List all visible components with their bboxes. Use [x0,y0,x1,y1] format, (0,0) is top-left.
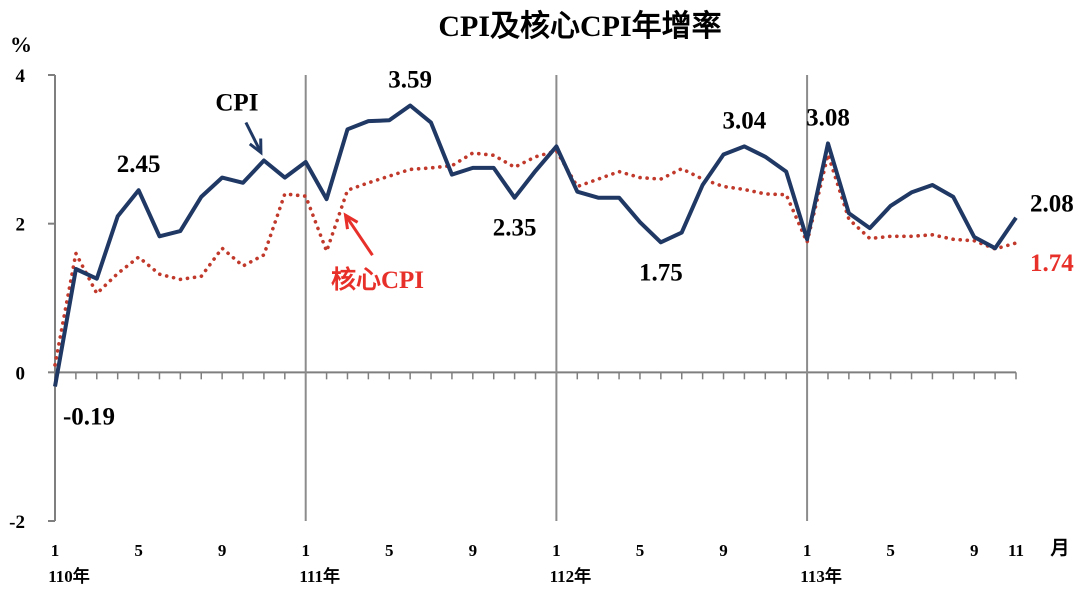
data-label: 1.74 [1030,250,1074,277]
y-tick-label: 2 [16,215,26,236]
year-label: 111年 [299,566,340,586]
x-axis-unit: 月 [1049,538,1069,559]
x-tick-label: 1 [51,541,60,560]
data-label: 3.59 [388,66,432,93]
y-tick-label: -2 [9,512,25,533]
chart-title: CPI及核心CPI年增率 [438,10,721,43]
x-tick-label: 1 [803,541,812,560]
data-label: -0.19 [63,403,115,430]
year-label: 110年 [48,566,90,586]
x-tick-label: 1 [301,541,310,560]
x-tick-label: 11 [1008,541,1024,560]
annotation-arrow-head [343,212,359,230]
x-tick-label: 5 [636,541,645,560]
annotation-arrow-line [244,121,263,154]
data-label: 1.75 [639,259,683,286]
data-label: 3.04 [723,107,767,134]
annotation-arrow-head [248,138,263,156]
x-tick-label: 9 [469,541,478,560]
y-tick-label: 0 [16,363,26,384]
y-tick-label: 4 [16,66,26,87]
annotation-core-cpi: 核心CPI [331,265,424,294]
year-label: 112年 [550,566,592,586]
x-tick-label: 9 [970,541,979,560]
series-line-cpi [53,103,1018,387]
y-axis-unit: % [10,32,32,57]
labels-layer: 1 5 9 1 5 9 1 5 9 1 5 9 11 110年 111年 112年 113年 -0.19 2.45 3… [48,66,1074,586]
annotation-cpi: CPI [215,89,258,116]
x-tick-label: 9 [218,541,227,560]
data-label: 3.08 [806,104,850,131]
x-tick-label: 5 [134,541,143,560]
series-line-core-cpi [53,147,1018,367]
x-tick-label: 9 [719,541,728,560]
axes: -2 0 2 4 [9,66,1017,533]
series-layer [53,103,1018,387]
data-label: 2.45 [117,151,161,178]
data-label: 2.08 [1030,191,1074,218]
x-tick-label: 1 [552,541,561,560]
x-tick-label: 5 [886,541,895,560]
annotation-arrow-line [344,214,374,257]
data-label: 2.35 [493,215,537,242]
x-tick-label: 5 [385,541,394,560]
year-label: 113年 [800,566,842,586]
